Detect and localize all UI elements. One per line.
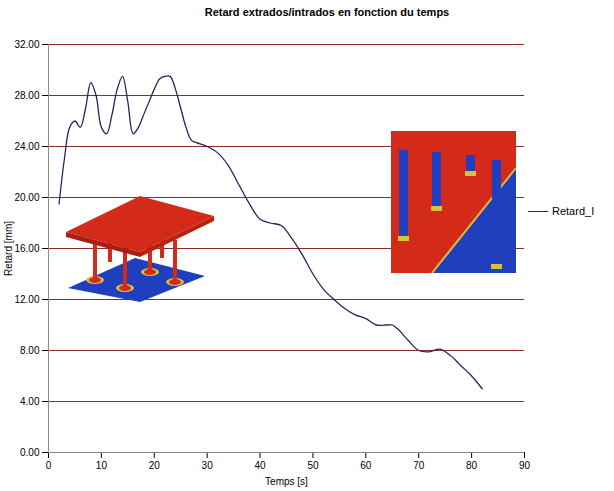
svg-text:4.00: 4.00	[20, 396, 40, 407]
svg-text:32.00: 32.00	[14, 39, 39, 50]
svg-text:90: 90	[519, 460, 531, 471]
svg-text:20: 20	[149, 460, 161, 471]
svg-text:Temps [s]: Temps [s]	[265, 476, 308, 487]
svg-text:60: 60	[360, 460, 372, 471]
svg-text:24.00: 24.00	[14, 141, 39, 152]
svg-text:70: 70	[413, 460, 425, 471]
svg-text:0.00: 0.00	[20, 447, 40, 458]
svg-text:Retard [mm]: Retard [mm]	[3, 221, 14, 276]
svg-text:10: 10	[96, 460, 108, 471]
html-text:Retard extrados/intrados en fo: Retard extrados/intrados en fonction du …	[204, 6, 450, 18]
html-text:Retard_I: Retard_I	[552, 205, 595, 217]
svg-text:8.00: 8.00	[20, 345, 40, 356]
svg-text:80: 80	[466, 460, 478, 471]
svg-text:16.00: 16.00	[14, 243, 39, 254]
svg-text:20.00: 20.00	[14, 192, 39, 203]
svg-text:0: 0	[46, 460, 52, 471]
svg-text:50: 50	[307, 460, 319, 471]
svg-text:30: 30	[202, 460, 214, 471]
svg-text:40: 40	[254, 460, 266, 471]
svg-text:12.00: 12.00	[14, 294, 39, 305]
svg-text:28.00: 28.00	[14, 90, 39, 101]
